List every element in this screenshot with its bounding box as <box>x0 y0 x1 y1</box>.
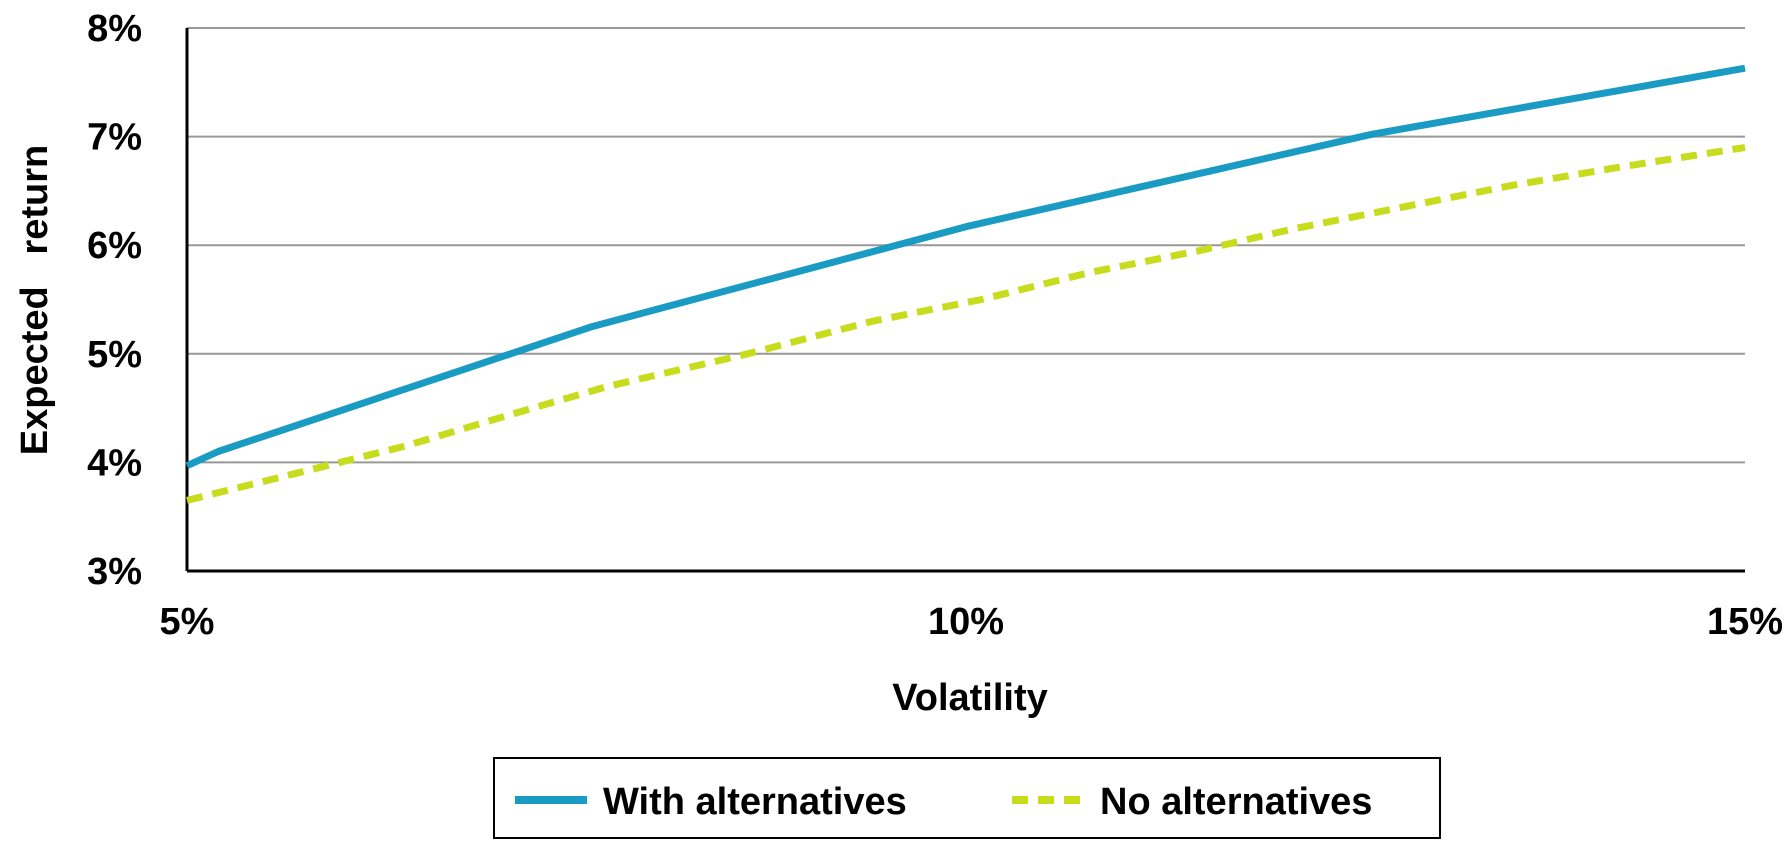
x-tick-labels: 5% 10% 15% <box>160 601 1783 643</box>
y-tick-label: 8% <box>87 8 142 50</box>
y-axis-title: Expected return <box>14 145 56 455</box>
y-tick-label: 7% <box>87 117 142 159</box>
legend-label-no-alternatives: No alternatives <box>1100 781 1372 823</box>
series-line-no-alternatives <box>186 144 1746 504</box>
series-line-with-alternatives <box>185 64 1746 469</box>
y-tick-label: 4% <box>87 442 142 484</box>
x-tick-label: 15% <box>1707 601 1783 643</box>
legend-label-with-alternatives: With alternatives <box>603 781 907 823</box>
legend: With alternatives No alternatives <box>493 757 1441 839</box>
y-tick-labels: 3% 4% 5% 6% 7% 8% <box>87 8 142 593</box>
y-tick-label: 3% <box>87 551 142 593</box>
y-tick-label: 5% <box>87 334 142 376</box>
legend-box <box>493 757 1441 839</box>
y-tick-label: 6% <box>87 225 142 267</box>
x-tick-label: 5% <box>160 601 215 643</box>
gridlines <box>187 27 1745 464</box>
series-lines <box>185 64 1746 504</box>
x-axis-title: Volatility <box>892 677 1048 719</box>
x-tick-label: 10% <box>928 601 1004 643</box>
axes <box>185 28 1745 573</box>
